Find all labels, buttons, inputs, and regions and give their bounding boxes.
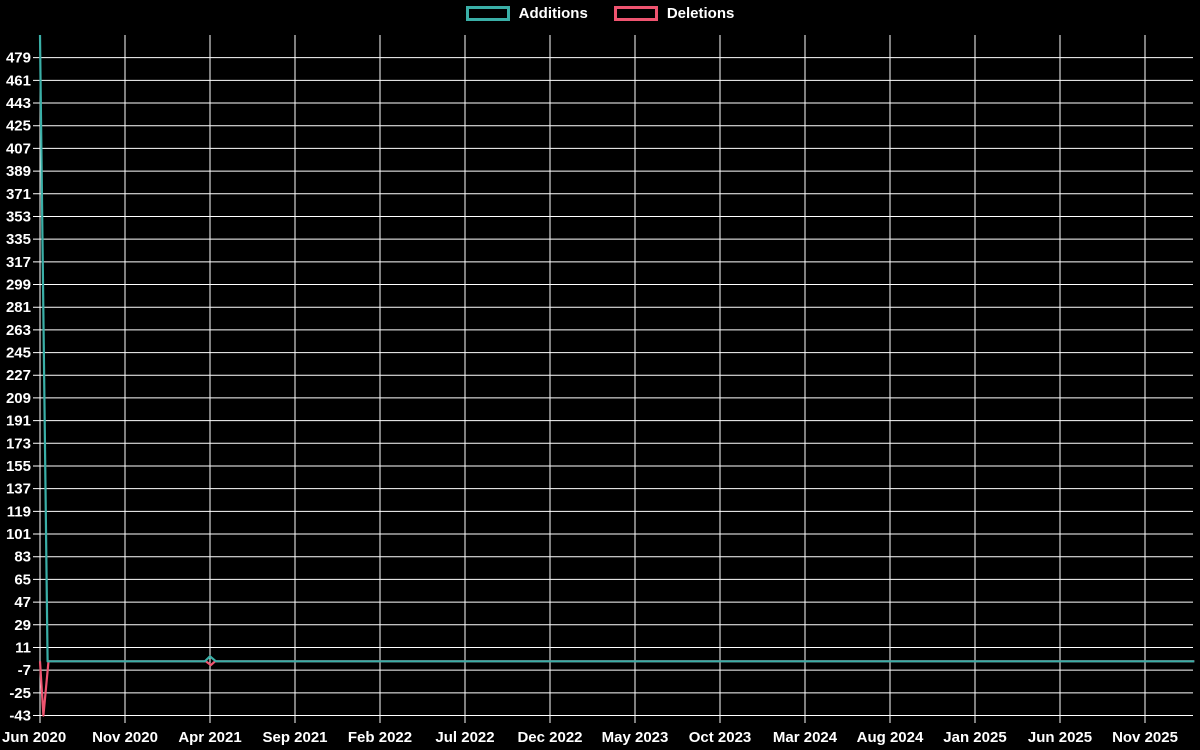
x-tick-label: Sep 2021 [262,729,327,746]
x-tick-label: Apr 2021 [178,729,241,746]
y-tick-label: 299 [6,277,31,294]
y-tick-label: 29 [14,617,31,634]
y-tick-label: 353 [6,208,31,225]
y-tick-label: 173 [6,435,31,452]
y-tick-label: 209 [6,390,31,407]
y-tick-label: 461 [6,72,31,89]
y-tick-label: 263 [6,322,31,339]
x-tick-label: Nov 2020 [92,729,158,746]
x-tick-label: Oct 2023 [689,729,752,746]
x-tick-label: May 2023 [602,729,669,746]
y-tick-label: 83 [14,549,31,566]
x-tick-label: Jun 2025 [1028,729,1092,746]
y-tick-label: 155 [6,458,31,475]
y-tick-label: 101 [6,526,31,543]
x-tick-label: Dec 2022 [517,729,582,746]
y-tick-label: -25 [9,685,31,702]
legend-label-additions: Additions [518,5,588,22]
additions-line [38,34,1195,663]
x-tick-label: Mar 2024 [773,729,838,746]
y-tick-label: 425 [6,118,31,135]
y-tick-label: 137 [6,481,31,498]
y-tick-label: 407 [6,140,31,157]
x-tick-label: Aug 2024 [857,729,924,746]
legend-item-deletions[interactable]: Deletions [613,5,735,22]
y-tick-label: 443 [6,95,31,112]
y-tick-label: 47 [14,594,31,611]
additions-swatch-icon [465,6,510,21]
y-tick-label: 227 [6,367,31,384]
y-tick-label: 65 [14,571,31,588]
y-tick-label: 479 [6,50,31,67]
y-tick-label: 389 [6,163,31,180]
x-tick-label: Feb 2022 [348,729,412,746]
x-tick-label: Jan 2025 [943,729,1006,746]
y-tick-label: 281 [6,299,31,316]
y-tick-label: 371 [6,186,31,203]
y-tick-label: 245 [6,345,31,362]
legend-item-additions[interactable]: Additions [465,5,588,22]
x-tick-label: Jul 2022 [435,729,494,746]
y-tick-label: 11 [15,639,31,656]
legend-label-deletions: Deletions [666,5,735,22]
y-tick-label: -43 [9,707,31,724]
y-tick-label: -7 [18,662,31,679]
y-tick-label: 191 [6,413,31,430]
y-tick-label: 317 [6,254,31,271]
y-tick-label: 335 [6,231,31,248]
deletions-swatch-icon [613,6,658,21]
x-tick-label: Nov 2025 [1112,729,1178,746]
x-tick-label: Jun 2020 [2,729,66,746]
y-tick-label: 119 [7,503,31,520]
deletions-line [38,660,1195,717]
chart-legend: Additions Deletions [0,6,1200,21]
